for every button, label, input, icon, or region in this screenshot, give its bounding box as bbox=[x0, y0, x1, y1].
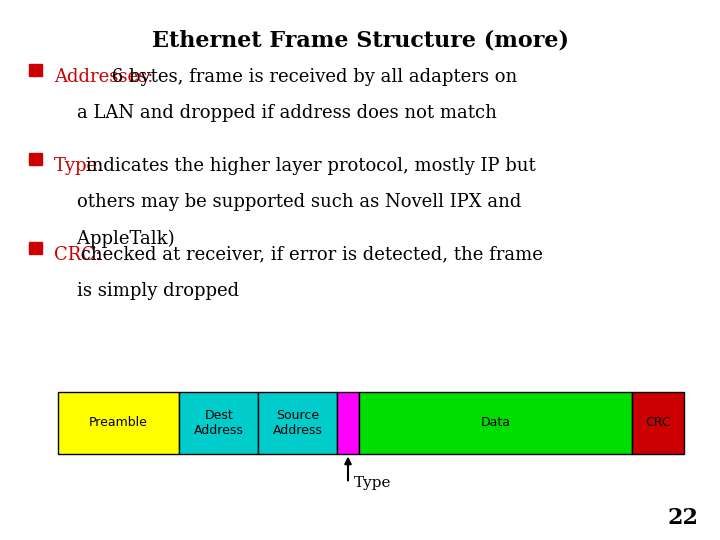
Bar bbox=[29, 64, 42, 76]
Text: a LAN and dropped if address does not match: a LAN and dropped if address does not ma… bbox=[54, 104, 497, 122]
Text: Dest
Address: Dest Address bbox=[194, 409, 243, 436]
Text: checked at receiver, if error is detected, the frame: checked at receiver, if error is detecte… bbox=[75, 246, 543, 264]
Text: Type:: Type: bbox=[54, 157, 104, 174]
Text: AppleTalk): AppleTalk) bbox=[54, 230, 175, 248]
Bar bbox=[258, 392, 338, 454]
Bar bbox=[359, 392, 632, 454]
Bar bbox=[179, 392, 258, 454]
Text: indicates the higher layer protocol, mostly IP but: indicates the higher layer protocol, mos… bbox=[80, 157, 536, 174]
Text: 22: 22 bbox=[667, 507, 698, 529]
Bar bbox=[338, 392, 359, 454]
Bar bbox=[632, 392, 684, 454]
Text: Data: Data bbox=[480, 416, 510, 429]
Text: CRC:: CRC: bbox=[54, 246, 101, 264]
Text: CRC: CRC bbox=[645, 416, 671, 429]
Text: Source
Address: Source Address bbox=[273, 409, 323, 436]
Text: Type: Type bbox=[354, 476, 391, 490]
Text: is simply dropped: is simply dropped bbox=[54, 282, 239, 300]
Text: others may be supported such as Novell IPX and: others may be supported such as Novell I… bbox=[54, 193, 521, 211]
Text: Addresses:: Addresses: bbox=[54, 68, 153, 85]
Text: 6 bytes, frame is received by all adapters on: 6 bytes, frame is received by all adapte… bbox=[106, 68, 517, 85]
Bar bbox=[29, 153, 42, 165]
Text: Preamble: Preamble bbox=[89, 416, 148, 429]
Text: Ethernet Frame Structure (more): Ethernet Frame Structure (more) bbox=[151, 30, 569, 52]
Bar bbox=[29, 242, 42, 254]
Bar bbox=[58, 392, 179, 454]
